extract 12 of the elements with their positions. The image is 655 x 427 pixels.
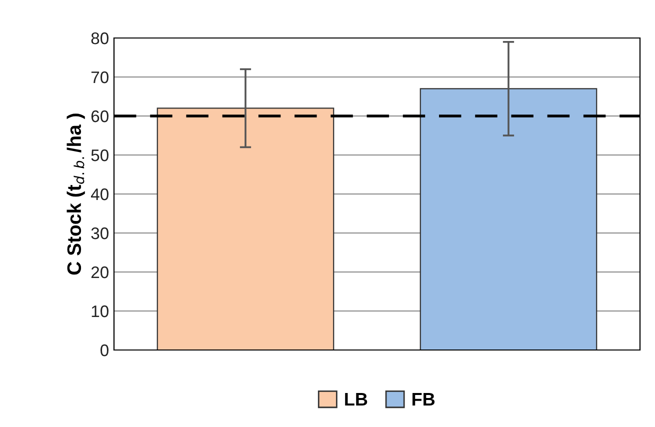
y-tick-label: 10 <box>92 305 108 318</box>
y-tick-label: 20 <box>91 266 108 278</box>
y-tick-label: 50 <box>91 149 108 162</box>
y-tick-label: 30 <box>91 227 108 240</box>
y-axis-title: C Stock (t$_{d.b.}$/ha ) <box>66 114 85 275</box>
y-tick-label: 40 <box>90 188 108 200</box>
legend-label: FB <box>412 393 435 406</box>
y-tick-label: 60 <box>91 110 108 122</box>
y-tick-label: 0 <box>100 344 108 356</box>
y-tick-label: 80 <box>91 32 108 44</box>
legend-label: LB <box>345 393 368 406</box>
y-tick-label: 70 <box>91 71 108 84</box>
